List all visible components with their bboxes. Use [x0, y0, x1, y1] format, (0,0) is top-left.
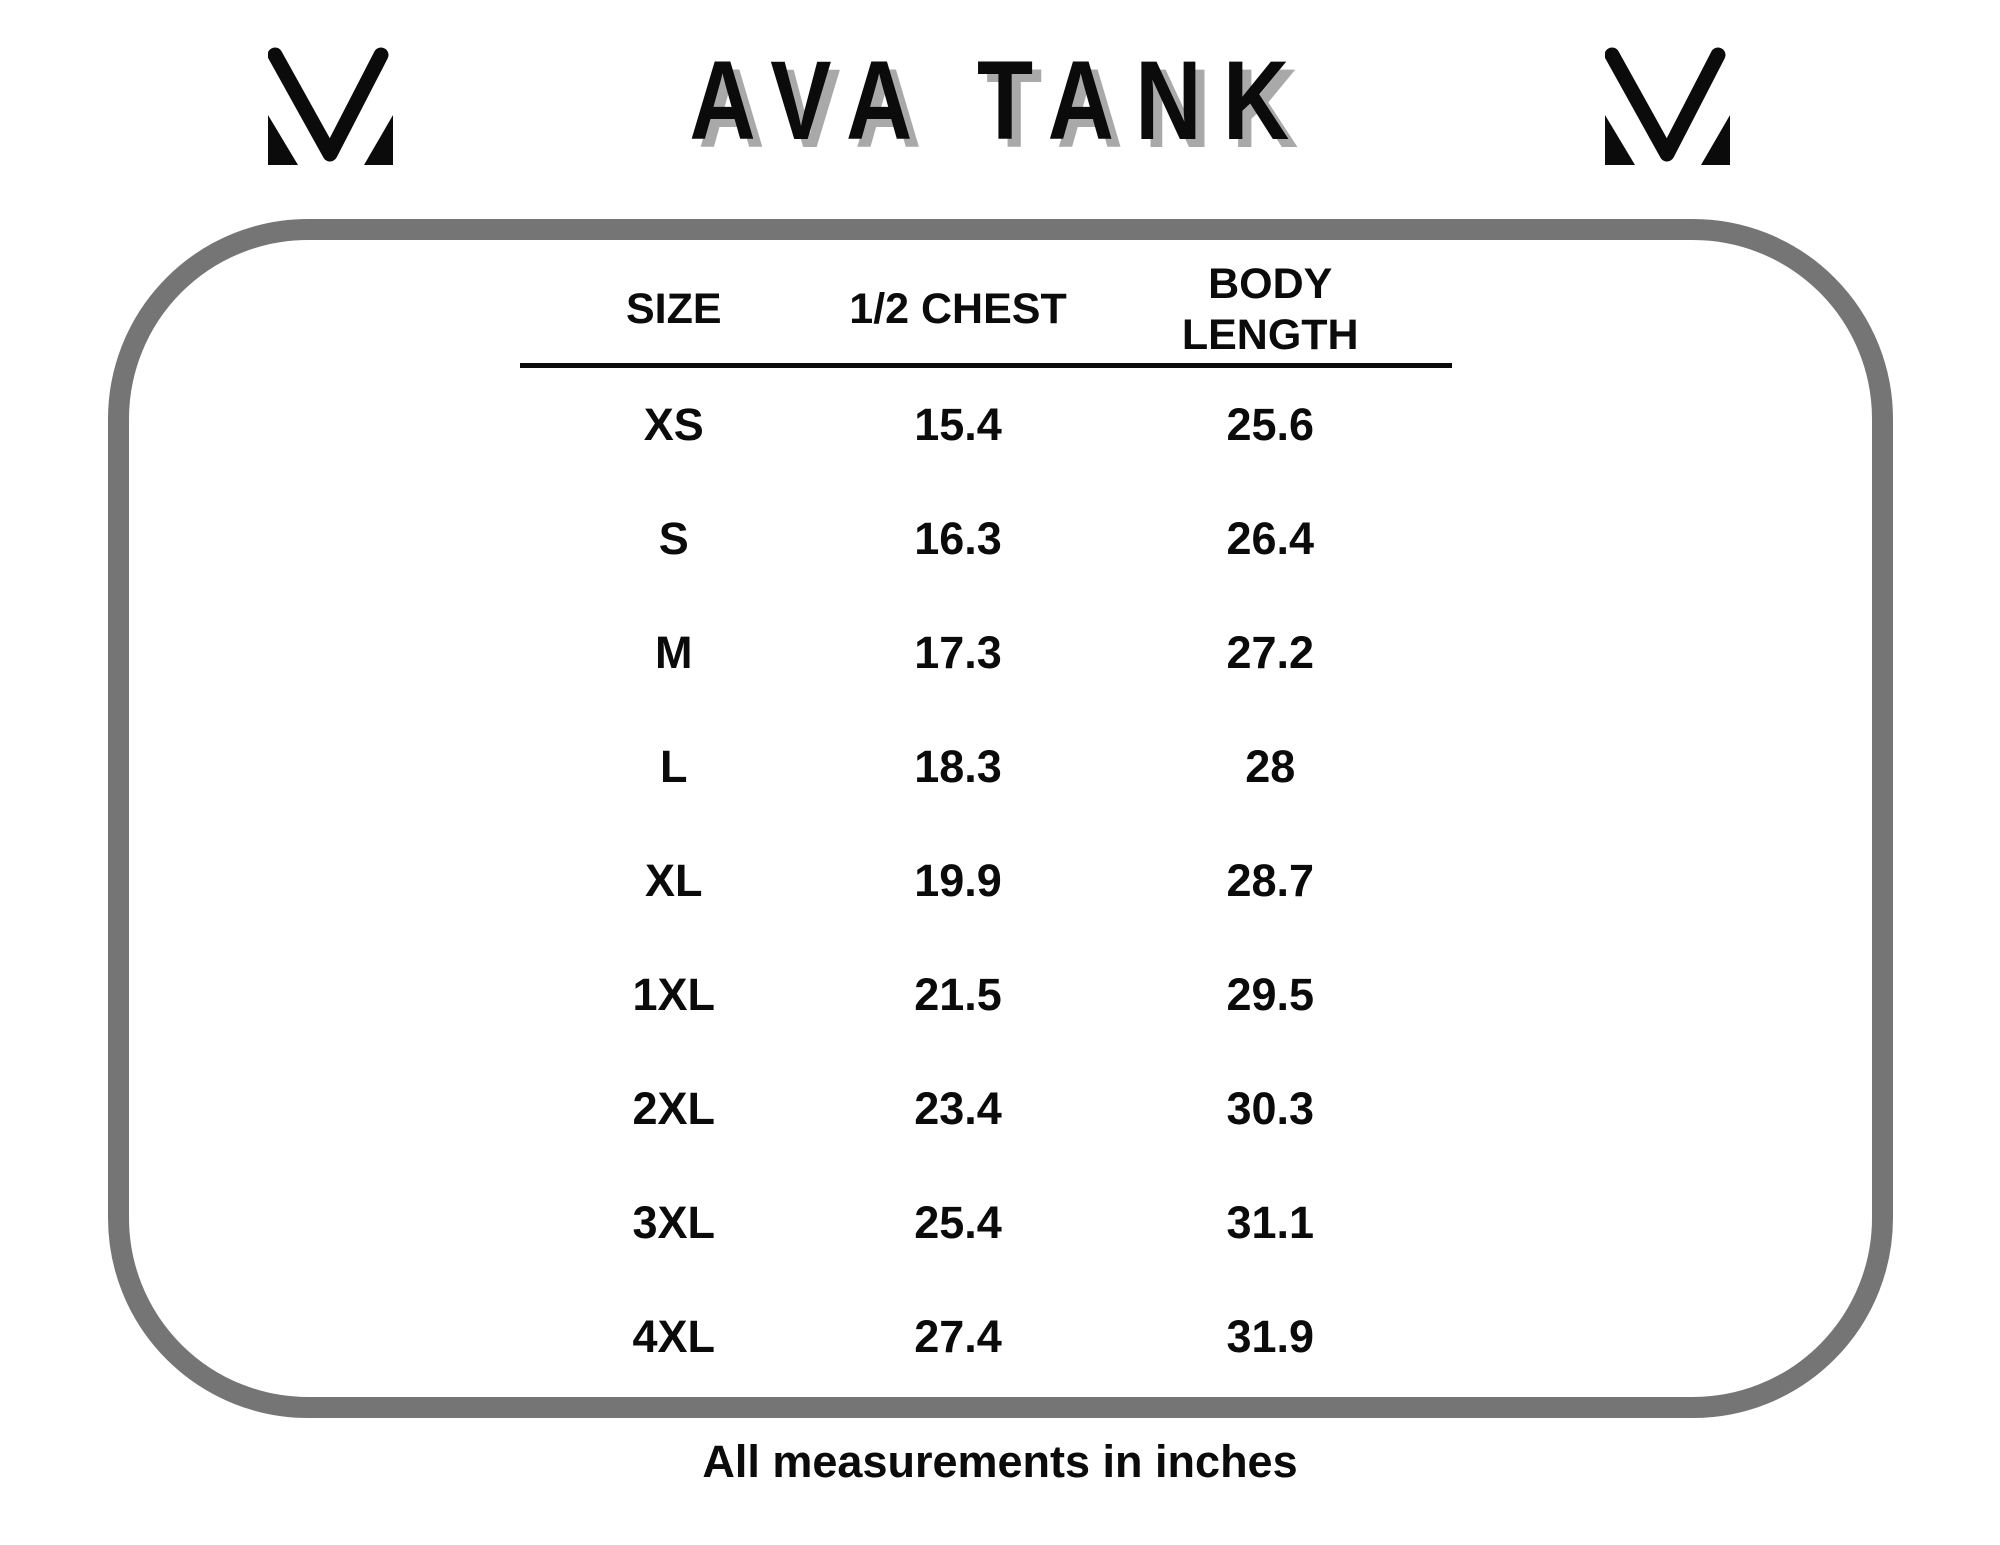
table-row: L 18.3 28 [520, 710, 1452, 824]
cell-body-length: 29.5 [1226, 969, 1315, 1020]
table-row: XS 15.4 25.6 [520, 368, 1452, 482]
table-row: 3XL 25.4 31.1 [520, 1166, 1452, 1280]
cell-body-length: 28.7 [1226, 855, 1315, 906]
cell-half-chest: 25.4 [914, 1197, 1002, 1248]
table-row: XL 19.9 28.7 [520, 824, 1452, 938]
cell-size: 3XL [632, 1197, 716, 1248]
cell-half-chest: 15.4 [914, 399, 1002, 450]
cell-half-chest: 17.3 [914, 627, 1002, 678]
cell-size: 2XL [632, 1083, 716, 1134]
cell-size: L [660, 741, 688, 792]
cell-size: 4XL [632, 1311, 716, 1362]
cell-body-length: 30.3 [1226, 1083, 1315, 1134]
cell-body-length: 26.4 [1226, 513, 1315, 564]
mv-monogram-icon [268, 47, 393, 165]
table-header-row: SIZE 1/2 CHEST BODY LENGTH [520, 256, 1452, 363]
table-row: 1XL 21.5 29.5 [520, 938, 1452, 1052]
page-title: AVA TANK [689, 38, 1311, 163]
cell-half-chest: 21.5 [914, 969, 1002, 1020]
column-header-half-chest: 1/2 CHEST [849, 285, 1067, 334]
cell-body-length: 25.6 [1226, 399, 1315, 450]
table-row: 2XL 23.4 30.3 [520, 1052, 1452, 1166]
mv-monogram-icon [1605, 47, 1730, 165]
cell-body-length: 31.1 [1226, 1197, 1315, 1248]
cell-half-chest: 16.3 [914, 513, 1002, 564]
column-header-size: SIZE [625, 285, 722, 334]
cell-size: 1XL [632, 969, 716, 1020]
cell-size: XL [645, 855, 703, 906]
chart-frame [108, 219, 1893, 1418]
cell-half-chest: 27.4 [914, 1311, 1002, 1362]
table-body: XS 15.4 25.6 S 16.3 26.4 M 17.3 27.2 L 1… [520, 368, 1452, 1394]
cell-body-length: 31.9 [1226, 1311, 1315, 1362]
cell-half-chest: 19.9 [914, 855, 1002, 906]
cell-size: M [655, 627, 693, 678]
column-header-body-length: BODY LENGTH [1181, 259, 1359, 359]
cell-half-chest: 18.3 [914, 741, 1002, 792]
table-row: 4XL 27.4 31.9 [520, 1280, 1452, 1394]
cell-body-length: 28 [1245, 741, 1296, 792]
size-table: SIZE 1/2 CHEST BODY LENGTH XS 15.4 25.6 … [520, 256, 1452, 1394]
cell-half-chest: 23.4 [914, 1083, 1002, 1134]
cell-size: XS [643, 399, 704, 450]
cell-body-length: 27.2 [1226, 627, 1315, 678]
cell-size: S [658, 513, 689, 564]
measurement-note: All measurements in inches [702, 1436, 1298, 1487]
table-row: M 17.3 27.2 [520, 596, 1452, 710]
table-row: S 16.3 26.4 [520, 482, 1452, 596]
header-divider [520, 363, 1452, 368]
